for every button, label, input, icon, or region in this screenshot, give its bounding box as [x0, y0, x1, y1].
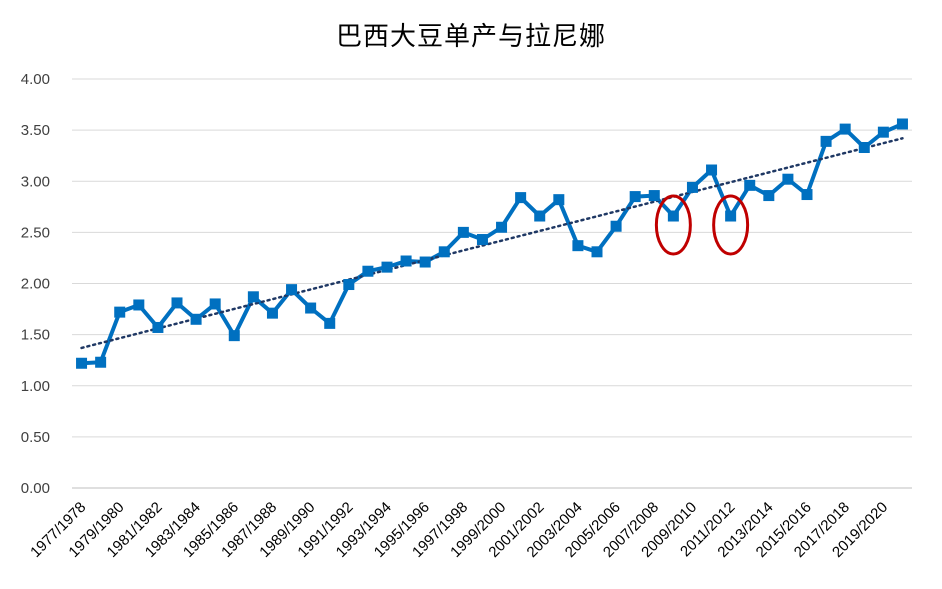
data-point: [266, 307, 278, 319]
data-point: [572, 240, 584, 252]
data-point: [686, 181, 698, 193]
data-point: [305, 302, 317, 314]
data-point: [343, 279, 355, 291]
data-point: [381, 261, 393, 273]
data-point: [152, 321, 164, 333]
y-tick-label: 1.50: [21, 327, 50, 344]
data-point: [706, 164, 718, 176]
data-point: [400, 255, 412, 267]
data-point: [553, 194, 565, 206]
data-point: [725, 210, 737, 222]
data-point: [629, 191, 641, 203]
data-point: [534, 210, 546, 222]
data-point: [362, 265, 374, 277]
data-point: [114, 306, 126, 318]
data-point: [209, 298, 221, 310]
data-point: [820, 135, 832, 147]
highlight-ellipse: [712, 194, 750, 256]
data-point: [839, 123, 851, 135]
data-point: [228, 330, 240, 342]
data-point: [782, 173, 794, 185]
y-tick-label: 0.50: [21, 429, 50, 446]
data-point: [610, 220, 622, 232]
data-point: [763, 190, 775, 202]
trendline: [80, 137, 904, 350]
data-point: [476, 234, 488, 246]
data-point: [438, 246, 450, 258]
series-line: [81, 122, 904, 366]
data-point: [419, 256, 431, 268]
data-point: [190, 313, 202, 325]
data-point: [76, 357, 88, 369]
data-point: [247, 291, 259, 303]
chart-title: 巴西大豆单产与拉尼娜: [335, 22, 606, 52]
data-point: [877, 126, 889, 138]
y-tick-label: 2.50: [21, 224, 50, 241]
y-tick-label: 3.00: [21, 173, 50, 190]
data-point: [858, 142, 870, 154]
data-point: [648, 190, 660, 202]
data-point: [171, 297, 183, 309]
y-tick-label: 2.00: [21, 276, 50, 293]
data-point: [667, 210, 679, 222]
y-tick-label: 4.00: [21, 71, 50, 88]
y-tick-label: 0.00: [21, 480, 50, 497]
data-point: [896, 118, 908, 130]
data-point: [457, 226, 469, 238]
data-point: [133, 299, 145, 311]
data-point: [744, 179, 756, 191]
data-point: [496, 221, 508, 233]
y-tick-label: 3.50: [21, 122, 50, 139]
data-point: [515, 192, 527, 204]
y-tick-label: 1.00: [21, 378, 50, 395]
data-point: [286, 284, 298, 296]
data-point: [95, 356, 107, 368]
data-point: [801, 189, 813, 201]
highlight-ellipse: [654, 194, 692, 256]
data-point: [591, 246, 603, 258]
data-point: [324, 317, 336, 329]
